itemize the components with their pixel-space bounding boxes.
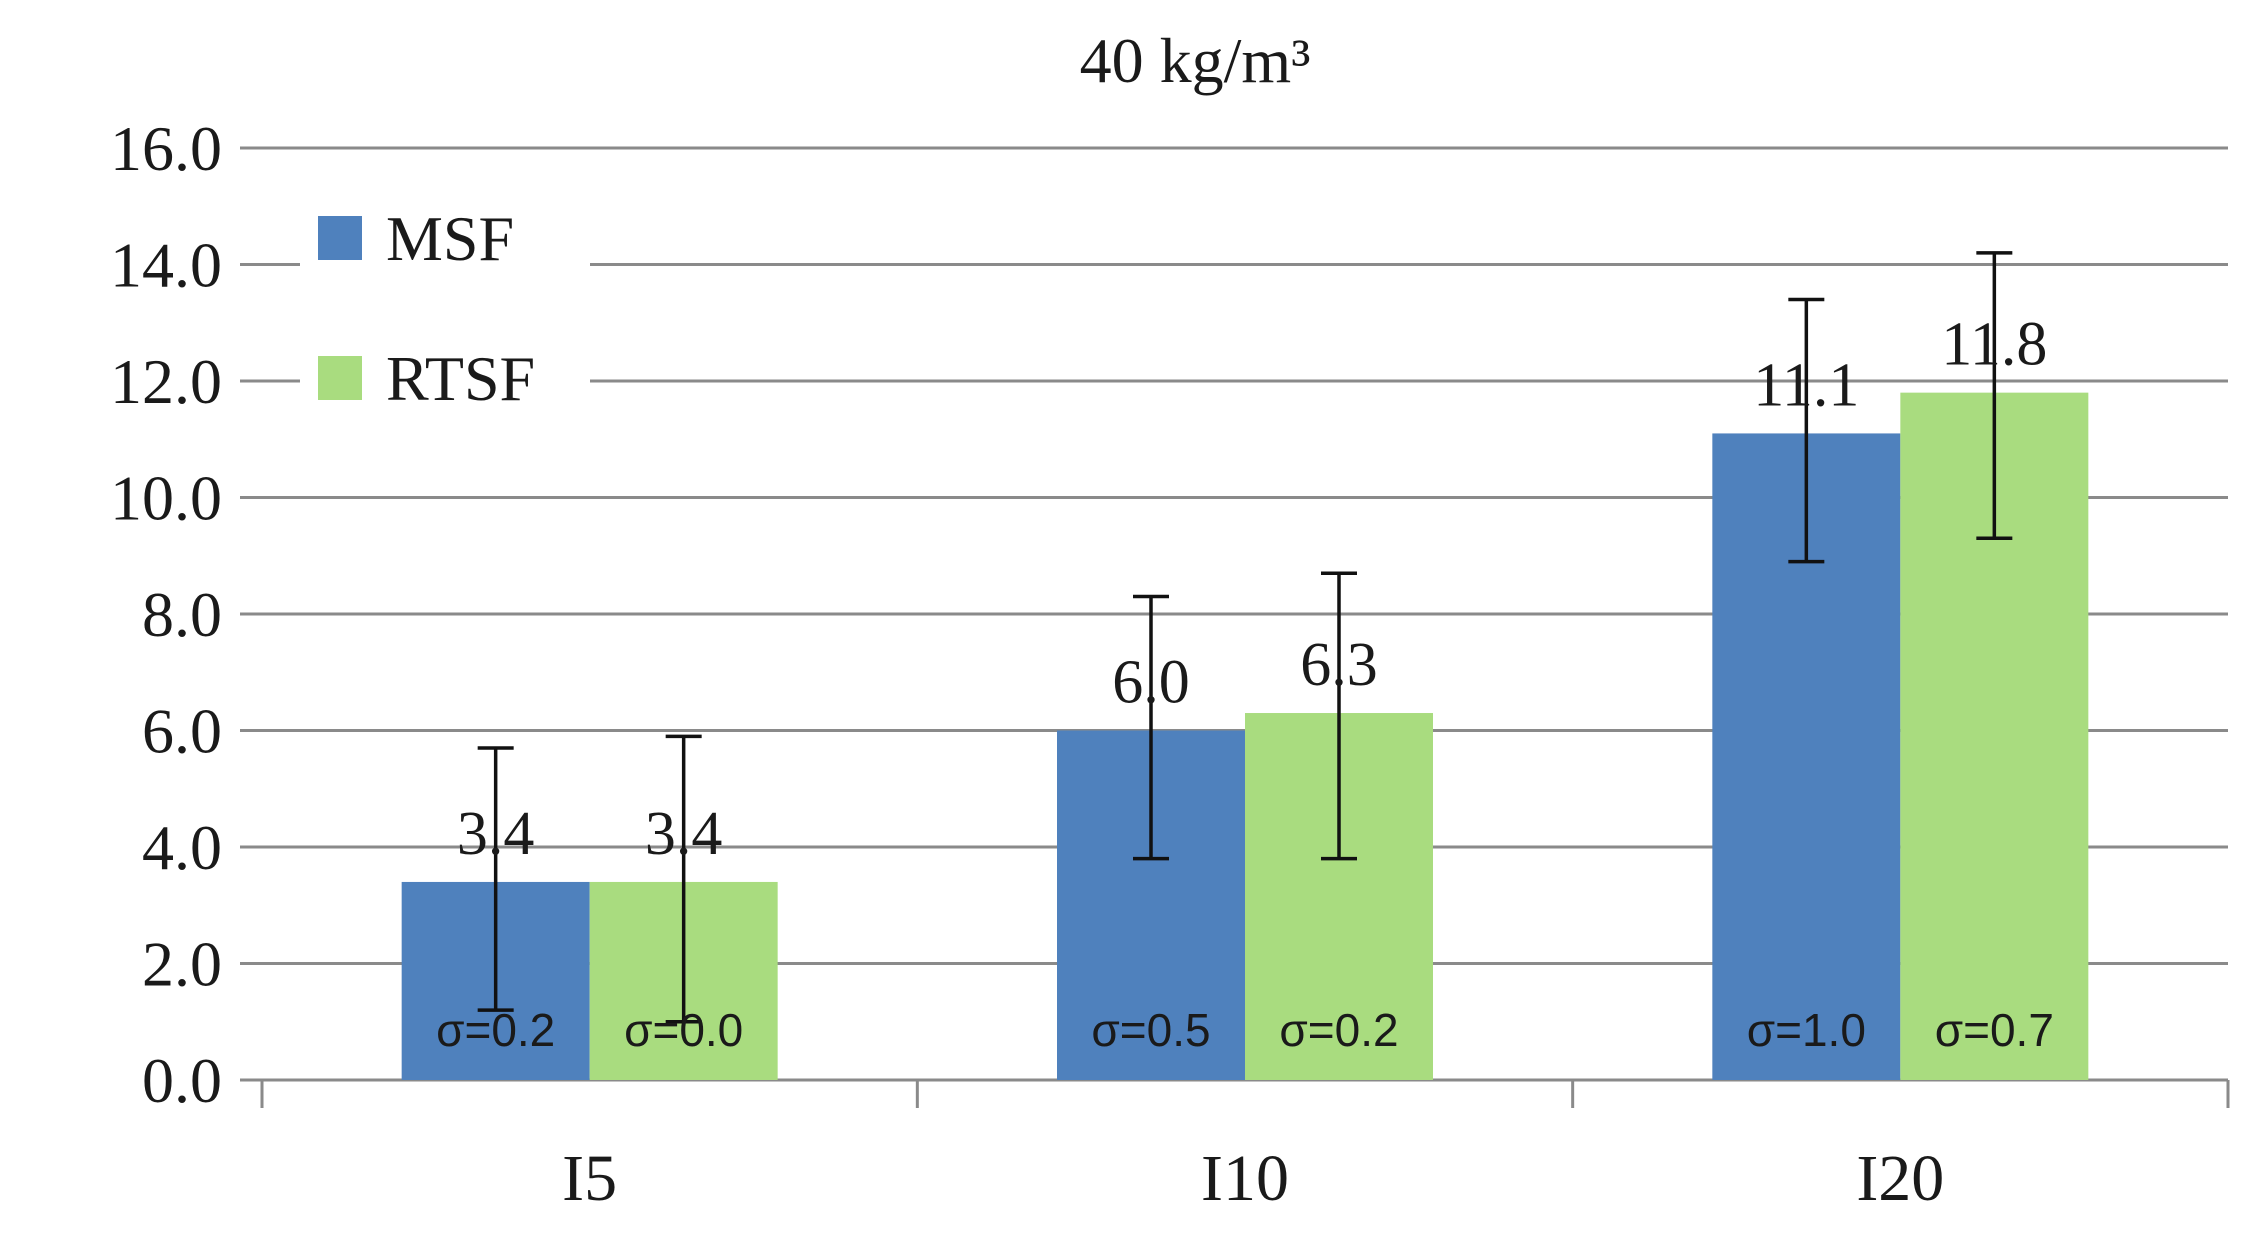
- sigma-label: σ=1.0: [1747, 1004, 1866, 1056]
- x-category-label: I20: [1856, 1142, 1944, 1215]
- data-label: 6.3: [1300, 631, 1378, 699]
- data-label: 11.8: [1941, 311, 2047, 379]
- legend-swatch: [318, 216, 362, 260]
- sigma-label: σ=0.2: [436, 1004, 555, 1056]
- axes: 0.0 2.0 4.0 6.0 8.0 10.0 12.0 14.0 16.0 I5 I10 I20: [110, 113, 2230, 1215]
- y-tick-label: 8.0: [142, 579, 222, 650]
- data-label: 3.4: [457, 800, 535, 868]
- y-tick-label: 4.0: [142, 812, 222, 883]
- sigma-label: σ=0.2: [1279, 1004, 1398, 1056]
- sigma-label: σ=0.5: [1091, 1004, 1210, 1056]
- data-label: 3.4: [645, 800, 723, 868]
- y-tick-label: 10.0: [110, 463, 222, 534]
- y-tick-label: 2.0: [142, 929, 222, 1000]
- y-tick-label: 16.0: [110, 113, 222, 184]
- bars: [401, 392, 2089, 1080]
- error-bars: [477, 251, 2013, 1024]
- legend-swatch: [318, 356, 362, 400]
- legend-label: MSF: [386, 203, 514, 274]
- y-tick-label: 12.0: [110, 346, 222, 417]
- x-category-label: I5: [562, 1142, 617, 1215]
- data-label: 11.1: [1753, 351, 1859, 419]
- chart-title: 40 kg/m³: [1080, 25, 1311, 96]
- sigma-label: σ=0.7: [1935, 1004, 2054, 1056]
- data-labels: 3.4 σ=0.2 3.4 σ=0.0 6.0 σ=0.5 6.3 σ=0.2 11.1 σ=1.…: [436, 311, 2054, 1056]
- legend: MSF RTSF: [300, 196, 590, 426]
- y-tick-label: 14.0: [110, 230, 222, 301]
- legend-label: RTSF: [386, 343, 535, 414]
- x-category-label: I10: [1201, 1142, 1289, 1215]
- y-tick-label: 0.0: [142, 1045, 222, 1116]
- data-label: 6.0: [1112, 649, 1190, 717]
- y-tick-label: 6.0: [142, 696, 222, 767]
- sigma-label: σ=0.0: [624, 1004, 743, 1056]
